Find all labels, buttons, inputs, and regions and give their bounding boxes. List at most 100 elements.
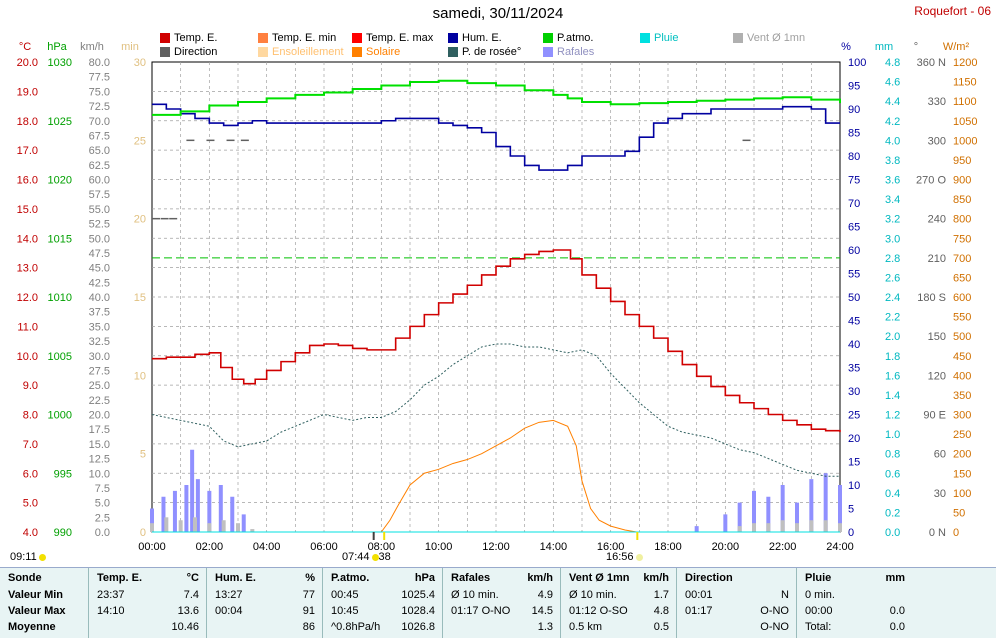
wind-bar <box>150 508 154 532</box>
legend-item: P. de rosée° <box>448 46 521 58</box>
axis-unit-label: °C <box>19 41 31 53</box>
axis-tick-label: 1020 <box>48 175 72 187</box>
wind-bar <box>172 490 177 532</box>
stats-cell: 13.6 <box>177 605 199 617</box>
axis-tick-label: 4.2 <box>885 116 900 128</box>
axis-tick-label: 18.0 <box>17 116 38 128</box>
axis-tick-label: 0.6 <box>885 468 900 480</box>
stats-cell: 0.0 <box>889 621 905 633</box>
legend-swatch <box>448 33 458 43</box>
legend-item: P.atmo. <box>543 32 594 44</box>
axis-tick-label: 50 <box>848 292 860 304</box>
wind-bar <box>236 523 240 532</box>
axis-unit-label: min <box>121 41 139 53</box>
stats-cell: 91 <box>302 605 315 617</box>
axis-tick-label: 15.0 <box>17 204 38 216</box>
station-name: Roquefort - 06 <box>914 4 991 18</box>
axis-tick-label: 3.8 <box>885 155 900 167</box>
axis-tick-label: 990 <box>54 527 72 539</box>
wind-bar <box>838 523 842 532</box>
axis-tick-label: 20.0 <box>89 410 110 422</box>
axis-tick-label: 180 S <box>917 292 946 304</box>
axis-tick-label: 360 N <box>917 57 946 69</box>
sunrise-icon <box>371 553 379 561</box>
time-tick-label: 24:00 <box>826 541 854 553</box>
stats-cell: Hum. E. <box>215 572 256 584</box>
sun-icon <box>38 553 46 561</box>
series-line <box>152 79 841 116</box>
axis-tick-label: 9.0 <box>23 380 38 392</box>
axis-tick-label: 2.8 <box>885 253 900 265</box>
legend-swatch <box>160 47 170 57</box>
time-tick-label: 08:00 <box>368 541 396 553</box>
axis-tick-label: 2.2 <box>885 312 900 324</box>
stats-cell: Valeur Min <box>8 589 64 601</box>
axis-unit-label: mm <box>875 41 893 53</box>
axis-tick-label: 15.0 <box>89 439 110 451</box>
stats-cell: Vent Ø 1mn <box>569 572 630 584</box>
axis-tick-label: 85 <box>848 128 860 140</box>
axis-tick-label: 1000 <box>48 410 72 422</box>
axis-tick-label: 3.0 <box>885 233 900 245</box>
axis-tick-label: 1.2 <box>885 410 900 422</box>
stats-column: Rafales km/h Ø 10 min. 4.9 01:17 O-NO 14.5 1.3 <box>442 568 561 638</box>
stats-cell: N <box>781 589 789 601</box>
time-tick-label: 14:00 <box>540 541 568 553</box>
axis-tick-label: 40 <box>848 339 860 351</box>
axis-tick-label: 60.0 <box>89 175 110 187</box>
axis-tick-label: 27.5 <box>89 365 110 377</box>
wind-bar <box>766 496 771 532</box>
stats-cell: 7.4 <box>183 589 199 601</box>
sunset-label: 16:56 <box>606 551 643 563</box>
stats-cell: ^0.8hPa/h <box>331 621 381 633</box>
axis-tick-label: 5.0 <box>23 498 38 510</box>
series-line <box>152 249 841 433</box>
stats-cell: °C <box>186 572 199 584</box>
axis-tick-label: 900 <box>953 175 971 187</box>
axis-tick-label: 1010 <box>48 292 72 304</box>
chart-title: samedi, 30/11/2024 <box>432 5 564 22</box>
axis-tick-label: 2.4 <box>885 292 900 304</box>
legend-swatch <box>543 33 553 43</box>
time-tick-label: 04:00 <box>253 541 281 553</box>
wind-bar <box>230 496 235 532</box>
axis-tick-label: 300 <box>953 410 971 422</box>
stats-table: Sonde Valeur Min Valeur Max Moyenne Temp. E.… <box>0 567 996 638</box>
axis-tick-label: 0 N <box>929 527 946 539</box>
axis-tick-label: 20.0 <box>17 57 38 69</box>
time-tick-label: 02:00 <box>196 541 224 553</box>
stats-cell: Rafales <box>451 572 491 584</box>
axis-tick-label: 30.0 <box>89 351 110 363</box>
axis-tick-label: 330 <box>928 96 946 108</box>
series-line <box>151 343 840 477</box>
axis-tick-label: 52.5 <box>89 219 110 231</box>
axis-tick-label: 550 <box>953 312 971 324</box>
stats-cell: Moyenne <box>8 621 56 633</box>
wind-bar <box>190 449 195 532</box>
axis-tick-label: 850 <box>953 194 971 206</box>
wind-bar <box>780 485 785 532</box>
axis-tick-label: 0 <box>140 527 146 539</box>
axis-tick-label: 1000 <box>953 135 977 147</box>
legend-label: Temp. E. min <box>272 32 337 44</box>
stats-cell: 4.8 <box>653 605 669 617</box>
axis-tick-label: 65.0 <box>89 145 110 157</box>
axis-tick-label: 55 <box>848 269 860 281</box>
axis-tick-label: 35 <box>848 363 860 375</box>
stats-cell: Valeur Max <box>8 605 66 617</box>
axis-tick-label: 300 <box>928 135 946 147</box>
stats-cell: 01:17 <box>685 605 713 617</box>
axis-tick-label: 995 <box>54 468 72 480</box>
legend-label: Vent Ø 1mn <box>747 32 806 44</box>
axis-tick-label: 400 <box>953 370 971 382</box>
axis-tick-label: 13.0 <box>17 263 38 275</box>
axis-tick-label: 650 <box>953 272 971 284</box>
legend-label: Temp. E. <box>174 32 218 44</box>
stats-cell: Direction <box>685 572 733 584</box>
legend-swatch <box>640 33 650 43</box>
legend-swatch <box>258 33 268 43</box>
axis-tick-label: 600 <box>953 292 971 304</box>
axis-tick-label: 80 <box>848 151 860 163</box>
axis-tick-label: 700 <box>953 253 971 265</box>
wind-bar <box>737 526 742 532</box>
